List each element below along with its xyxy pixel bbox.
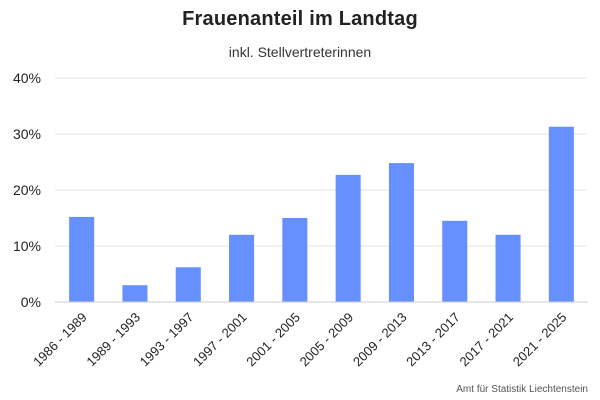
chart-title: Frauenanteil im Landtag: [182, 8, 418, 30]
bars: [69, 126, 574, 302]
y-tick-label: 40%: [13, 70, 41, 86]
bar: [175, 267, 201, 302]
x-tick-label: 2013 - 2017: [403, 310, 463, 370]
y-tick-label: 30%: [13, 126, 41, 142]
bar: [282, 218, 308, 302]
bar: [335, 174, 361, 302]
y-tick-label: 0%: [21, 294, 41, 310]
bar: [69, 216, 95, 302]
x-tick-label: 1993 - 1997: [137, 310, 197, 370]
x-tick-label: 2001 - 2005: [243, 310, 303, 370]
bar: [495, 234, 521, 302]
x-tick-label: 2009 - 2013: [350, 310, 410, 370]
bar: [229, 234, 255, 302]
x-tick-label: 2005 - 2009: [297, 310, 357, 370]
y-axis-ticks: 0% 10% 20% 30% 40%: [13, 70, 41, 310]
x-tick-label: 1997 - 2001: [190, 310, 250, 370]
y-tick-label: 10%: [13, 238, 41, 254]
x-tick-label: 2021 - 2025: [510, 310, 570, 370]
credit-text: Amt für Statistik Liechtenstein: [456, 384, 588, 395]
bar: [122, 285, 148, 302]
bar: [388, 163, 414, 302]
chart-subtitle: inkl. Stellvertreterinnen: [228, 44, 372, 60]
bar: [548, 126, 574, 302]
x-tick-label: 1989 - 1993: [83, 310, 143, 370]
y-tick-label: 20%: [13, 182, 41, 198]
x-tick-label: 2017 - 2021: [456, 310, 516, 370]
x-tick-label: 1986 - 1989: [30, 310, 90, 370]
bar: [442, 220, 468, 302]
